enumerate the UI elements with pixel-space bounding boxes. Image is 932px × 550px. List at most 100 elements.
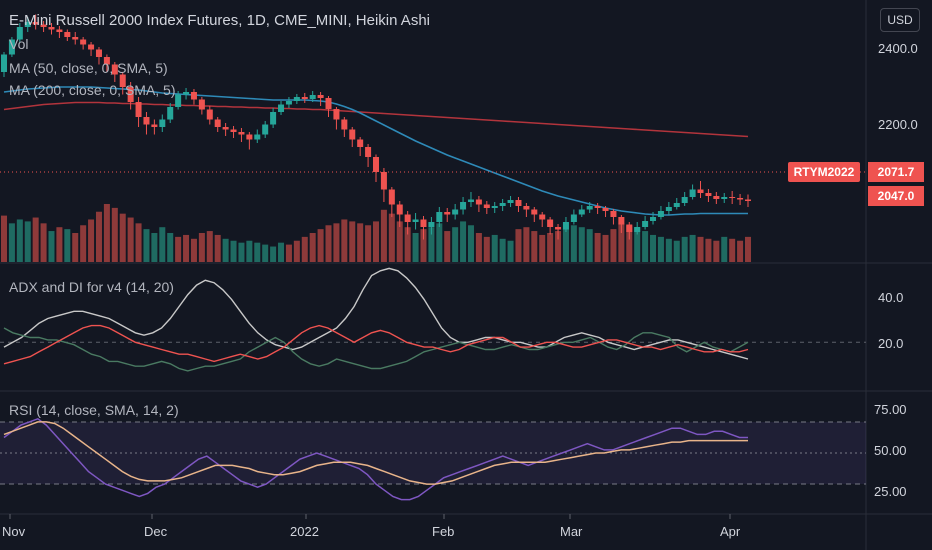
last-price-tag: 2071.7 — [868, 162, 924, 182]
time-label-2022: 2022 — [290, 524, 319, 539]
candle-body — [436, 212, 443, 222]
candle-body — [404, 214, 411, 222]
candle-body — [111, 64, 118, 75]
volume-bar — [626, 225, 633, 262]
volume-bar — [420, 229, 427, 262]
candle-body — [388, 189, 395, 205]
candle-body — [95, 49, 102, 57]
candle-body — [610, 211, 617, 217]
volume-bar — [206, 231, 213, 262]
volume-bar — [610, 229, 617, 262]
volume-bar — [80, 225, 87, 262]
rsi-tick-25: 25.00 — [874, 484, 907, 499]
candle-body — [214, 119, 221, 127]
candle-body — [285, 101, 292, 105]
volume-legend[interactable]: Vol — [9, 36, 29, 52]
rsi-legend[interactable]: RSI (14, close, SMA, 14, 2) — [9, 402, 179, 418]
chart-title: E-Mini Russell 2000 Index Futures, 1D, C… — [9, 12, 430, 29]
volume-bar — [452, 227, 459, 262]
candle-body — [475, 199, 482, 205]
price-tick-2200: 2200.0 — [878, 117, 918, 132]
candle-body — [721, 197, 728, 199]
volume-bar — [555, 231, 562, 262]
candle-body — [570, 214, 577, 222]
candle-body — [246, 134, 253, 140]
volume-bar — [88, 219, 95, 262]
candle-body — [420, 219, 427, 227]
candle-body — [650, 217, 657, 221]
rsi-ma-line — [3, 421, 748, 485]
adx-line — [3, 267, 749, 360]
volume-bar — [547, 233, 554, 262]
ma200-legend[interactable]: MA (200, close, 0, SMA, 5) — [9, 82, 176, 98]
currency-button[interactable]: USD — [880, 8, 920, 32]
volume-bar — [523, 227, 530, 262]
volume-bar — [697, 236, 704, 262]
volume-bar — [642, 231, 649, 262]
volume-bar — [183, 234, 190, 262]
volume-bar — [507, 240, 514, 262]
candle-body — [372, 157, 380, 172]
candle-body — [737, 198, 744, 200]
volume-bar — [111, 207, 118, 262]
candle-body — [56, 29, 63, 32]
volume-bar — [32, 217, 39, 262]
candle-body — [491, 206, 498, 208]
candle-body — [119, 74, 126, 87]
candle-body — [24, 22, 31, 27]
candle-body — [396, 204, 403, 215]
volume-bar — [301, 236, 308, 262]
volume-bar — [159, 227, 166, 262]
ma50-line — [3, 86, 748, 216]
candle-body — [626, 224, 633, 232]
volume-bar — [24, 221, 31, 262]
candle-body — [357, 139, 364, 147]
time-label-dec: Dec — [144, 524, 168, 539]
candle-body — [539, 214, 546, 220]
volume-bar — [214, 234, 221, 262]
candle-body — [262, 124, 269, 135]
candle-body — [349, 129, 356, 140]
candle-body — [515, 200, 522, 206]
volume-bar — [317, 229, 324, 262]
volume-bar — [333, 223, 340, 262]
candle-body — [183, 92, 190, 95]
volume-bar — [198, 233, 205, 262]
di-minus-line — [3, 324, 749, 365]
symbol-tag: RTYM2022 — [788, 162, 860, 182]
candle-body — [428, 222, 435, 227]
volume-bar — [103, 204, 110, 262]
volume-bar — [713, 240, 720, 262]
volume-bar — [721, 236, 728, 262]
volume-bar — [531, 231, 538, 262]
candle-body — [689, 189, 696, 197]
candle-body — [713, 196, 720, 199]
volume-bar — [143, 229, 150, 262]
volume-bar — [72, 233, 79, 262]
volume-bar — [0, 215, 8, 262]
volume-bar — [285, 244, 292, 262]
volume-bar — [412, 233, 419, 262]
volume-bar — [246, 240, 253, 262]
volume-bar — [40, 223, 47, 262]
volume-bar — [602, 234, 609, 262]
volume-bar — [325, 225, 332, 262]
volume-bar — [681, 236, 688, 262]
adx-legend[interactable]: ADX and DI for v4 (14, 20) — [9, 279, 174, 295]
di-plus-line — [3, 327, 749, 372]
candle-body — [657, 211, 664, 217]
candle-body — [460, 202, 467, 210]
candle-body — [230, 129, 237, 132]
candle-body — [151, 124, 158, 127]
candle-body — [697, 189, 704, 193]
volume-bar — [48, 231, 55, 262]
candle-body — [103, 57, 110, 65]
candle-body — [301, 97, 308, 99]
volume-bar — [570, 225, 577, 262]
time-label-apr: Apr — [720, 524, 741, 539]
candle-body — [483, 204, 490, 208]
candle-body — [278, 104, 285, 112]
ma50-legend[interactable]: MA (50, close, 0, SMA, 5) — [9, 60, 168, 76]
candle-body — [642, 221, 649, 227]
